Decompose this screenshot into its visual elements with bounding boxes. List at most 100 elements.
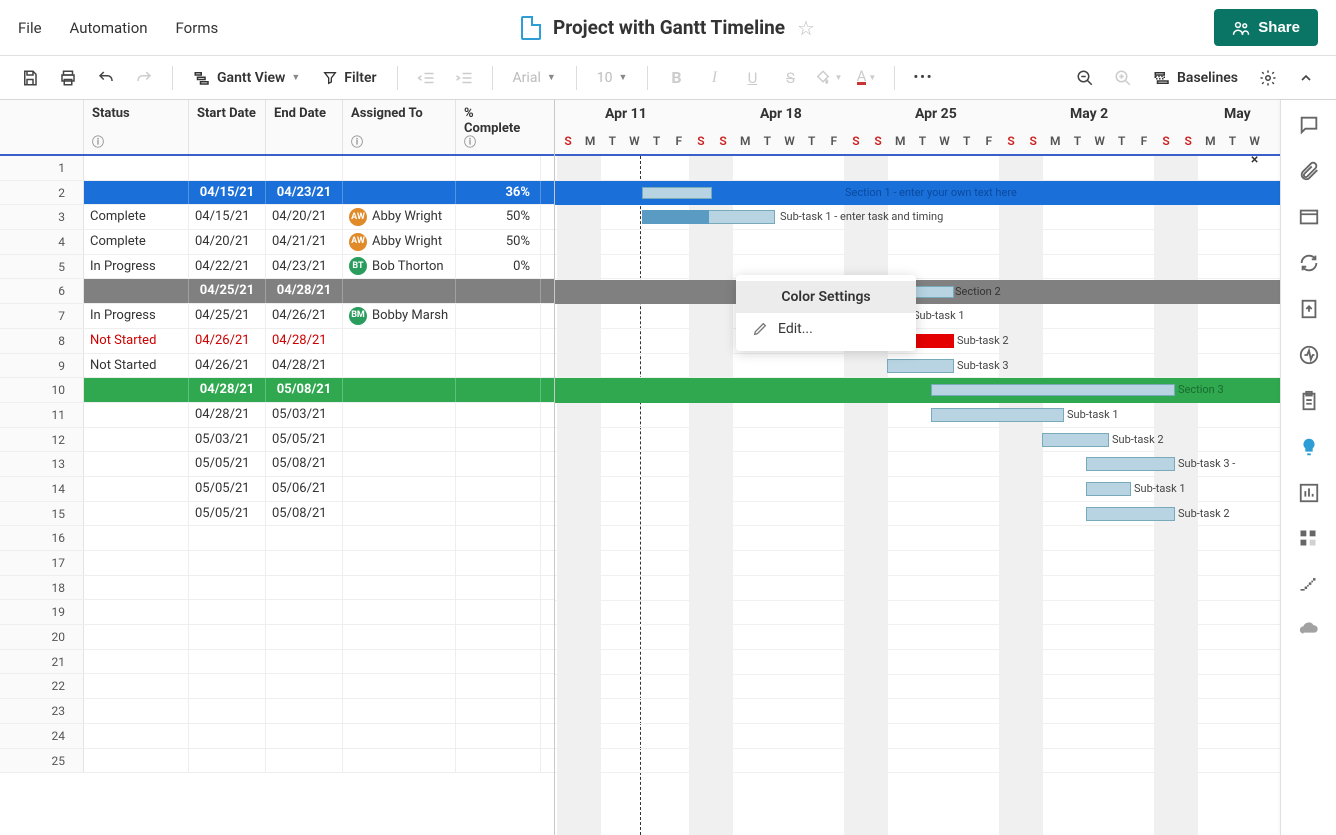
outdent-icon[interactable] <box>410 62 442 94</box>
col-header-assigned[interactable]: Assigned To ⓘ <box>343 100 456 154</box>
gantt-row[interactable] <box>555 675 1280 700</box>
cell-status[interactable]: Not Started <box>84 329 189 353</box>
cell-assigned[interactable]: AWAbby Wright <box>343 230 456 254</box>
cell-end[interactable]: 05/08/21 <box>266 452 343 476</box>
cell-start[interactable] <box>189 600 266 624</box>
cell-assigned[interactable] <box>343 576 456 600</box>
gantt-row[interactable] <box>555 576 1280 601</box>
text-color-icon[interactable]: A ▼ <box>850 62 882 94</box>
row-number[interactable]: 2 <box>0 181 84 205</box>
row-number[interactable]: 23 <box>0 699 84 723</box>
row-number[interactable]: 10 <box>0 378 84 402</box>
cell-assigned[interactable] <box>343 329 456 353</box>
cell-start[interactable] <box>189 674 266 698</box>
row-number[interactable]: 16 <box>0 526 84 550</box>
task-bar[interactable] <box>1042 433 1109 447</box>
settings-icon[interactable] <box>1252 62 1284 94</box>
cell-start[interactable] <box>189 526 266 550</box>
cell-end[interactable]: 04/21/21 <box>266 230 343 254</box>
tips-icon[interactable] <box>1298 436 1320 458</box>
cell-start[interactable] <box>189 576 266 600</box>
cell-status[interactable] <box>84 156 189 180</box>
table-row[interactable]: 8Not Started04/26/2104/28/21 <box>0 329 554 354</box>
table-row[interactable]: 20 <box>0 625 554 650</box>
strike-icon[interactable]: S <box>774 62 806 94</box>
row-number[interactable]: 8 <box>0 329 84 353</box>
bold-icon[interactable]: B <box>660 62 692 94</box>
table-row[interactable]: 1104/28/2105/03/21 <box>0 403 554 428</box>
row-number[interactable]: 6 <box>0 279 84 303</box>
cell-end[interactable] <box>266 650 343 674</box>
cell-end[interactable]: 05/03/21 <box>266 403 343 427</box>
cell-start[interactable]: 05/05/21 <box>189 452 266 476</box>
row-number[interactable]: 17 <box>0 551 84 575</box>
gantt-row[interactable] <box>555 527 1280 552</box>
cell-pct[interactable] <box>456 502 541 526</box>
gantt-row[interactable] <box>555 699 1280 724</box>
row-number[interactable]: 4 <box>0 230 84 254</box>
cell-start[interactable] <box>189 749 266 773</box>
table-row[interactable]: 7In Progress04/25/2104/26/21BMBobby Mars… <box>0 304 554 329</box>
cell-status[interactable] <box>84 625 189 649</box>
row-number[interactable]: 18 <box>0 576 84 600</box>
cell-status[interactable] <box>84 699 189 723</box>
underline-icon[interactable]: U <box>736 62 768 94</box>
table-row[interactable]: 4Complete04/20/2104/21/21AWAbby Wright50… <box>0 230 554 255</box>
gantt-row[interactable] <box>555 601 1280 626</box>
cell-assigned[interactable] <box>343 749 456 773</box>
gantt-body[interactable]: Section 1 - enter your own text hereSub-… <box>555 156 1280 835</box>
cell-assigned[interactable]: BTBob Thorton <box>343 255 456 279</box>
cell-start[interactable]: 05/05/21 <box>189 502 266 526</box>
cell-pct[interactable]: 0% <box>456 255 541 279</box>
cell-status[interactable] <box>84 650 189 674</box>
cell-pct[interactable] <box>456 279 541 303</box>
gantt-row[interactable] <box>555 156 1280 181</box>
gantt-row[interactable] <box>555 625 1280 650</box>
cell-end[interactable] <box>266 576 343 600</box>
cell-assigned[interactable] <box>343 724 456 748</box>
menu-forms[interactable]: Forms <box>176 19 219 37</box>
cell-pct[interactable] <box>456 625 541 649</box>
cell-status[interactable]: In Progress <box>84 304 189 328</box>
cell-pct[interactable] <box>456 699 541 723</box>
redo-icon[interactable] <box>128 62 160 94</box>
cell-status[interactable] <box>84 724 189 748</box>
cell-pct[interactable] <box>456 156 541 180</box>
gantt-row[interactable] <box>555 403 1280 428</box>
table-row[interactable]: 1205/03/2105/05/21 <box>0 428 554 453</box>
cell-assigned[interactable] <box>343 551 456 575</box>
cell-status[interactable] <box>84 502 189 526</box>
cell-start[interactable]: 04/28/21 <box>189 378 266 402</box>
font-size-picker[interactable]: 10 ▼ <box>589 62 636 94</box>
undo-icon[interactable] <box>90 62 122 94</box>
save-icon[interactable] <box>14 62 46 94</box>
col-header-status[interactable]: Status ⓘ <box>84 100 189 154</box>
cell-end[interactable] <box>266 749 343 773</box>
cell-start[interactable]: 04/25/21 <box>189 279 266 303</box>
cell-assigned[interactable] <box>343 600 456 624</box>
cell-assigned[interactable] <box>343 526 456 550</box>
task-bar[interactable] <box>1086 507 1175 521</box>
cell-end[interactable]: 05/05/21 <box>266 428 343 452</box>
comments-icon[interactable] <box>1298 114 1320 136</box>
cell-end[interactable] <box>266 156 343 180</box>
cell-status[interactable] <box>84 378 189 402</box>
cell-pct[interactable] <box>456 749 541 773</box>
apps-icon[interactable] <box>1298 528 1320 550</box>
cell-assigned[interactable] <box>343 279 456 303</box>
row-number[interactable]: 14 <box>0 477 84 501</box>
cell-status[interactable]: In Progress <box>84 255 189 279</box>
row-number[interactable]: 3 <box>0 205 84 229</box>
task-bar[interactable] <box>1086 482 1131 496</box>
cell-status[interactable] <box>84 279 189 303</box>
table-row[interactable]: 1505/05/2105/08/21 <box>0 502 554 527</box>
row-number[interactable]: 11 <box>0 403 84 427</box>
menu-automation[interactable]: Automation <box>70 19 148 37</box>
row-number[interactable]: 9 <box>0 354 84 378</box>
table-row[interactable]: 25 <box>0 749 554 774</box>
cell-assigned[interactable] <box>343 428 456 452</box>
cell-pct[interactable]: 50% <box>456 205 541 229</box>
cell-start[interactable] <box>189 551 266 575</box>
cell-status[interactable] <box>84 600 189 624</box>
cell-end[interactable]: 05/06/21 <box>266 477 343 501</box>
